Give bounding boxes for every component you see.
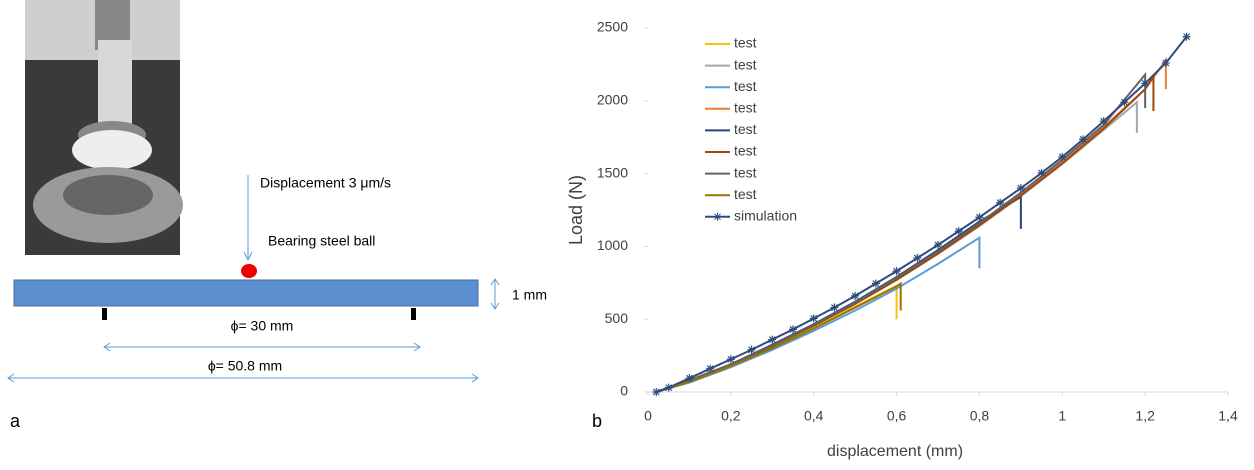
y-tick-label: 2500 [597, 19, 628, 35]
x-tick-label: 0,6 [887, 408, 907, 424]
x-tick-label: 0,2 [721, 408, 741, 424]
data-marker [1120, 98, 1129, 107]
data-marker [1037, 168, 1046, 177]
y-axis-label: Load (N) [566, 175, 586, 245]
y-tick-label: 0 [620, 383, 628, 399]
data-marker [1182, 32, 1191, 41]
legend-label: test [734, 143, 757, 159]
data-marker [809, 314, 818, 323]
legend-label: test [734, 35, 757, 51]
arrow-head [243, 251, 253, 262]
data-line [655, 56, 1167, 393]
data-marker [768, 335, 777, 344]
data-marker [1058, 152, 1067, 161]
outer-diameter-arrow [7, 373, 479, 383]
data-marker [789, 325, 797, 334]
legend-label: test [734, 56, 757, 72]
inner-diameter-arrow [103, 342, 421, 352]
legend-label: test [734, 164, 757, 180]
data-marker [830, 303, 839, 312]
photo [25, 0, 183, 255]
data-line [656, 235, 981, 393]
data-marker [747, 345, 756, 354]
data-marker [726, 355, 735, 364]
legend-label: test [734, 78, 757, 94]
plate [13, 279, 479, 307]
data-marker [1141, 79, 1150, 88]
y-tick-label: 1000 [597, 237, 628, 253]
inner-diameter-label: ϕ= 30 mm [231, 318, 294, 334]
data-marker [685, 374, 694, 383]
outer-diameter-label: ϕ= 50.8 mm [208, 358, 282, 374]
panel-label: a [10, 411, 21, 431]
y-tick-label: 2000 [597, 92, 628, 108]
steel-ball [241, 264, 257, 278]
x-tick-label: 0 [644, 408, 652, 424]
x-axis-label: displacement (mm) [827, 443, 963, 460]
data-marker [913, 254, 922, 263]
x-tick-label: 0,4 [804, 408, 824, 424]
data-marker [934, 240, 942, 249]
data-marker [996, 198, 1005, 207]
ball-label: Bearing steel ball [268, 233, 375, 249]
x-tick-label: 0,8 [970, 408, 990, 424]
support [411, 308, 416, 320]
panel-label: b [592, 411, 602, 431]
thickness-arrow [490, 278, 500, 310]
data-marker [954, 227, 963, 236]
data-marker [1016, 184, 1025, 193]
thickness-label: 1 mm [512, 287, 547, 303]
displacement-label: Displacement 3 μm/s [260, 175, 391, 191]
x-tick-label: 1,2 [1135, 408, 1155, 424]
support [102, 308, 107, 320]
data-line [655, 71, 1147, 393]
y-tick-label: 500 [605, 310, 629, 326]
data-marker [871, 279, 880, 288]
data-marker [1161, 58, 1170, 67]
legend-label: simulation [734, 208, 797, 224]
legend-marker [713, 212, 722, 221]
data-marker [851, 291, 860, 300]
legend-label: test [734, 186, 757, 202]
data-line [655, 100, 1138, 393]
data-marker [664, 383, 673, 392]
data-marker [975, 213, 984, 222]
data-line [655, 281, 902, 393]
y-tick-label: 1500 [597, 164, 628, 180]
x-tick-label: 1 [1058, 408, 1066, 424]
data-marker [652, 388, 661, 396]
x-tick-label: 1,4 [1218, 408, 1238, 424]
data-marker [706, 364, 715, 373]
data-marker [1079, 135, 1087, 144]
data-marker [1099, 117, 1108, 126]
legend-label: test [734, 121, 757, 137]
legend-label: test [734, 100, 757, 116]
data-marker [892, 267, 901, 276]
data-line [655, 72, 1155, 393]
